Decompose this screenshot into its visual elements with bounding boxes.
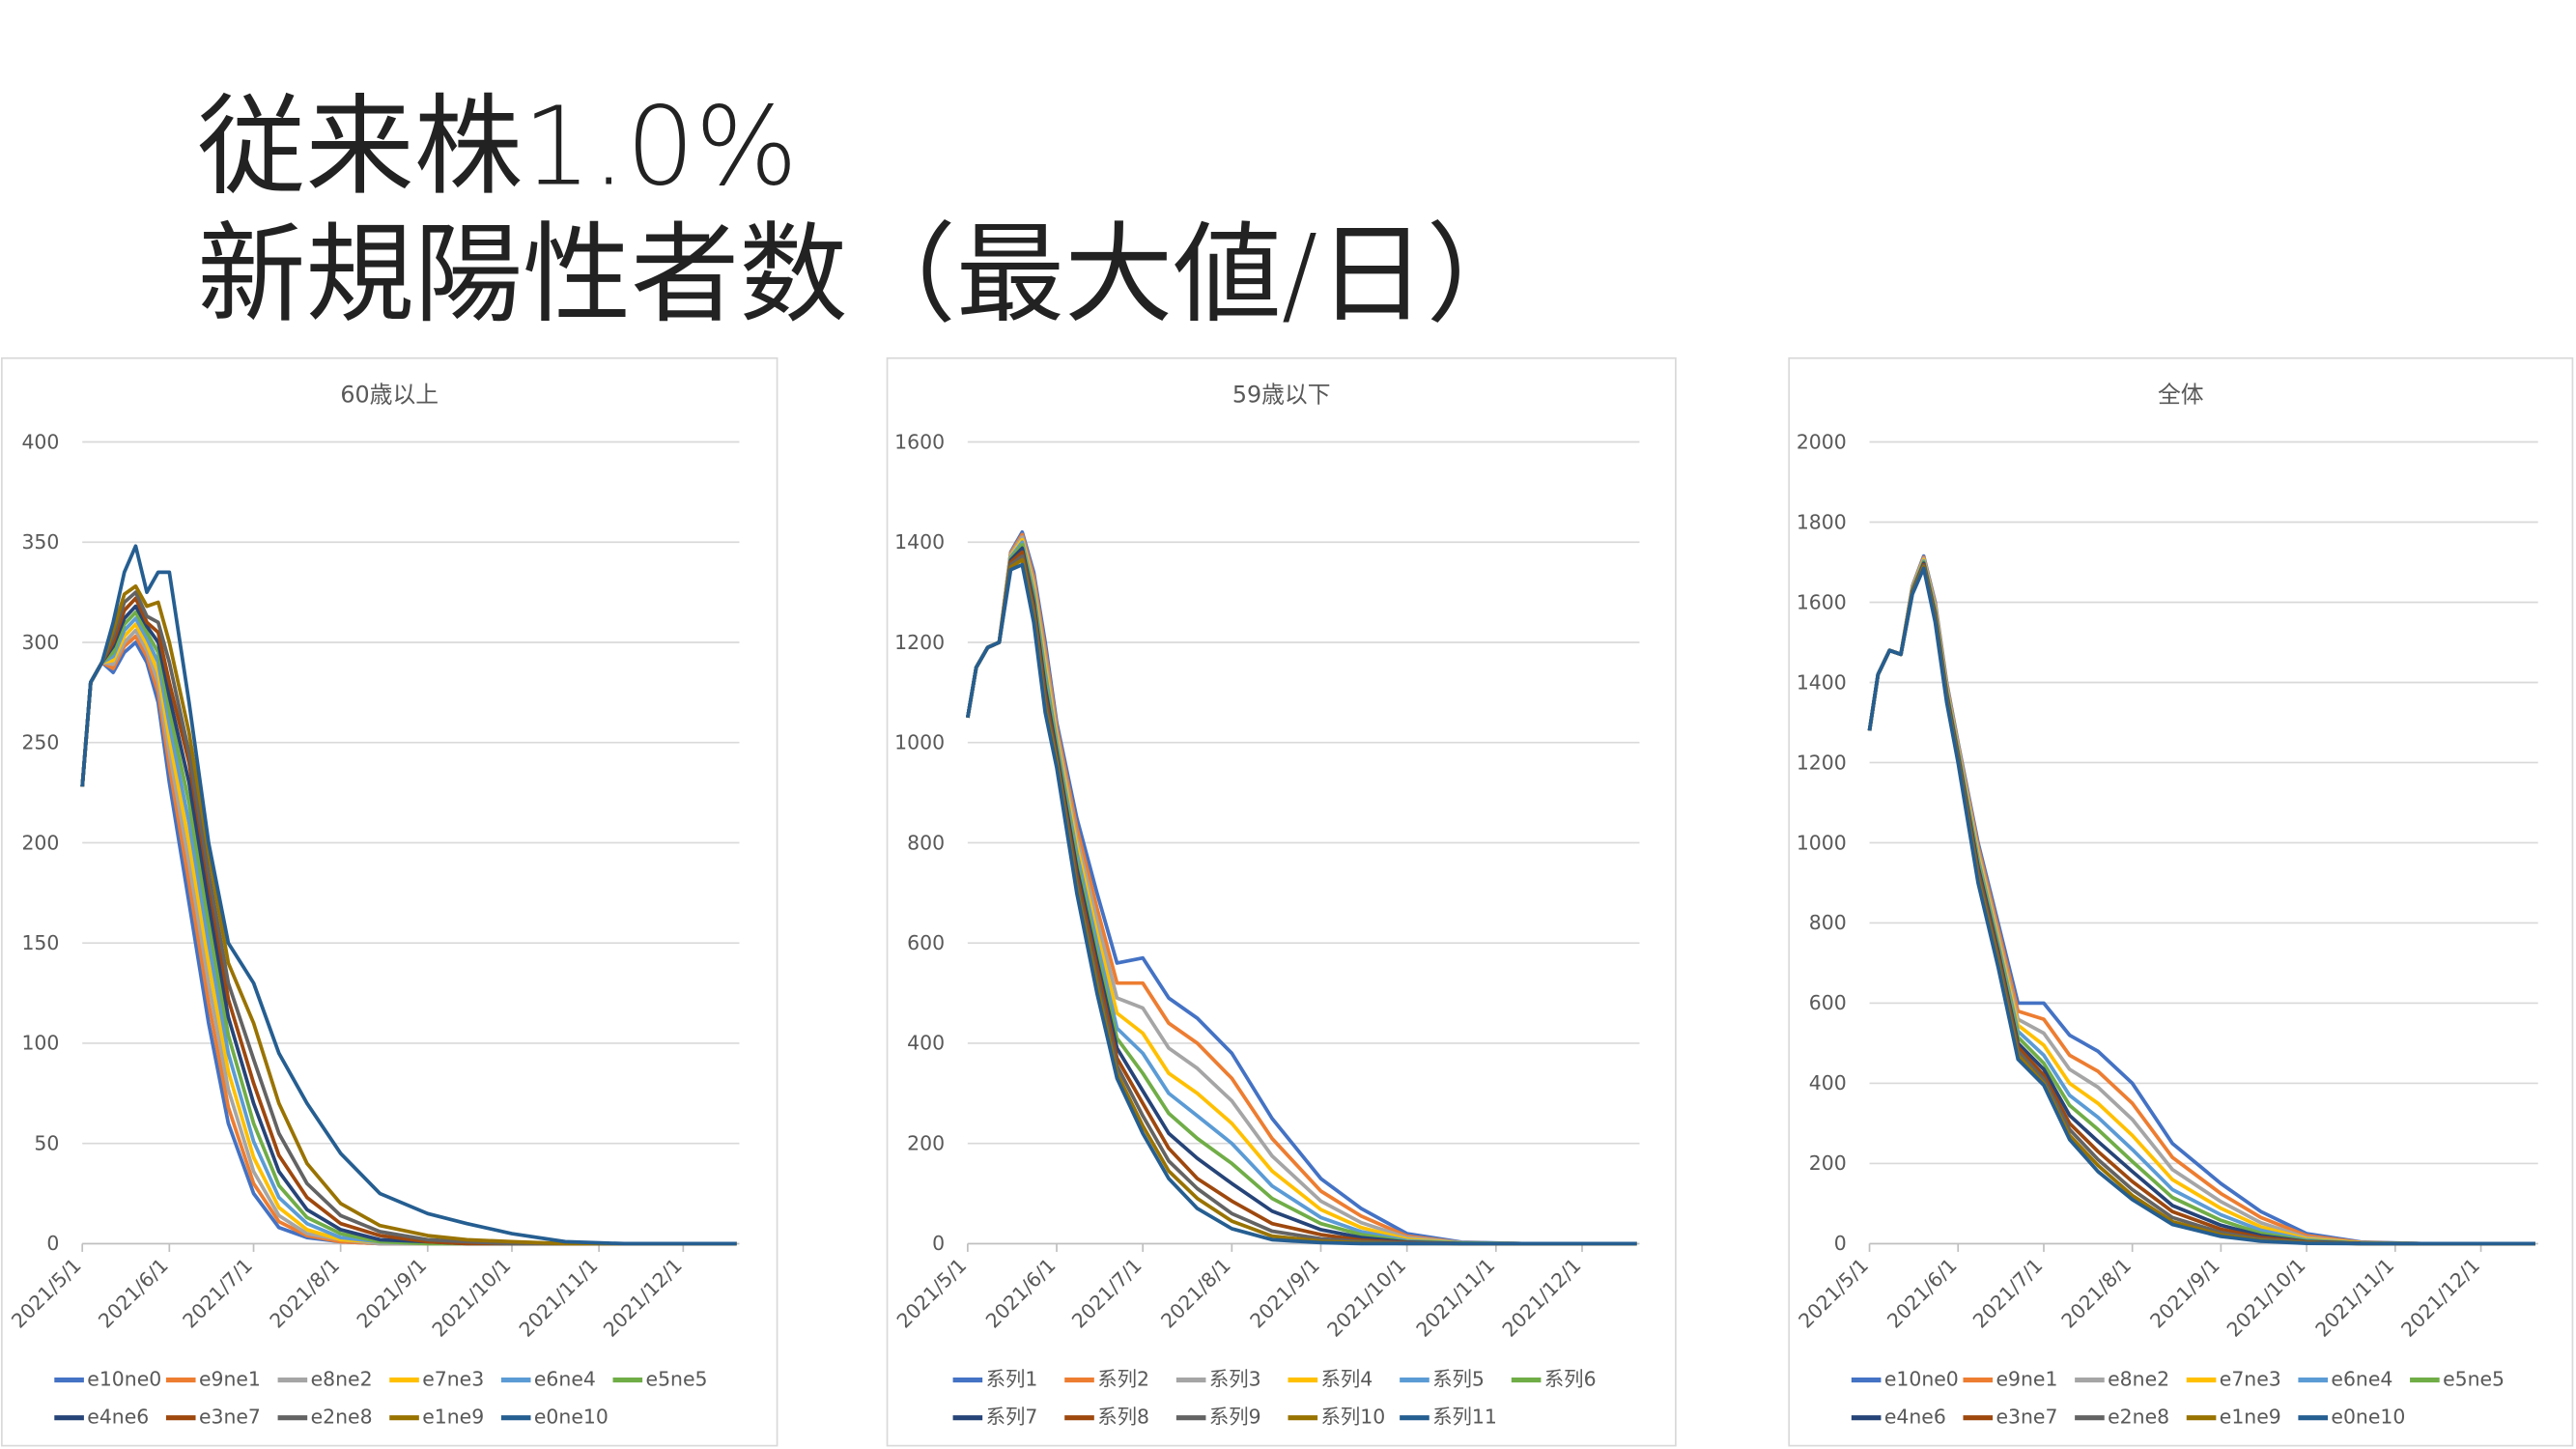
y-tick-label: 600 [1809,991,1847,1014]
y-tick-label: 400 [21,430,59,453]
legend-label: e6ne4 [2331,1368,2392,1391]
y-tick-label: 0 [1834,1232,1847,1255]
legend-label: e9ne1 [199,1368,261,1391]
y-tick-label: 200 [21,831,59,854]
series-line [80,590,737,1246]
y-tick-label: 1400 [1797,670,1847,694]
y-tick-label: 800 [907,831,945,854]
y-tick-label: 1200 [894,631,945,654]
legend-label: 系列1 [986,1368,1038,1391]
legend-label: 系列11 [1432,1406,1497,1429]
legend-label: 系列7 [986,1406,1038,1429]
legend-label: 系列10 [1321,1406,1386,1429]
legend-label: e5ne5 [646,1368,708,1391]
series-line [1867,566,2535,1246]
chart-title: 60歳以上 [340,382,439,409]
legend-label: e8ne2 [311,1368,373,1391]
legend-label: e1ne9 [2220,1406,2281,1429]
legend-label: 系列8 [1097,1406,1149,1429]
chart-panel [1788,356,2574,1447]
y-tick-label: 1000 [1797,831,1847,854]
legend-label: e4ne6 [87,1406,149,1429]
legend-label: e1ne9 [422,1406,484,1429]
legend-label: e0ne10 [2331,1406,2405,1429]
y-tick-label: 2000 [1797,430,1847,453]
legend-label: e10ne0 [87,1368,161,1391]
legend-label: e0ne10 [534,1406,609,1429]
y-tick-label: 1800 [1797,510,1847,533]
series-line [966,562,1637,1246]
y-tick-label: 0 [932,1232,945,1255]
y-tick-label: 600 [907,931,945,954]
legend-label: e9ne1 [1996,1368,2057,1391]
y-tick-label: 1000 [894,731,945,754]
y-tick-label: 1400 [894,530,945,554]
legend-label: e2ne8 [311,1406,373,1429]
y-tick-label: 1200 [1797,751,1847,774]
legend-label: 系列4 [1321,1368,1373,1391]
legend-label: e3ne7 [199,1406,261,1429]
legend-label: e4ne6 [1884,1406,1946,1429]
y-tick-label: 200 [907,1131,945,1154]
slide-title: 従来株1.0% [197,84,798,210]
slide-title: 新規陽性者数（最大値/日） [197,213,1535,338]
y-tick-label: 400 [1809,1071,1847,1094]
y-tick-label: 0 [46,1232,59,1255]
legend-label: e10ne0 [1884,1368,1959,1391]
y-tick-label: 400 [907,1032,945,1055]
legend-label: 系列3 [1209,1368,1261,1391]
legend-label: e8ne2 [2108,1368,2169,1391]
legend-label: 系列9 [1209,1406,1261,1429]
series-line [80,544,737,1246]
chart-panel [1,356,778,1447]
y-tick-label: 150 [21,931,59,954]
legend-label: e6ne4 [534,1368,596,1391]
y-tick-label: 250 [21,731,59,754]
y-tick-label: 50 [34,1131,59,1154]
y-tick-label: 200 [1809,1151,1847,1175]
series-line [80,583,737,1246]
legend-label: e7ne3 [2220,1368,2281,1391]
y-tick-label: 100 [21,1032,59,1055]
y-tick-label: 350 [21,530,59,554]
y-tick-label: 300 [21,631,59,654]
legend-label: 系列5 [1432,1368,1485,1391]
legend-label: e3ne7 [1996,1406,2057,1429]
legend-label: e2ne8 [2108,1406,2169,1429]
chart-title: 59歳以下 [1232,382,1331,409]
chart-title: 全体 [2158,382,2204,409]
legend-label: 系列6 [1544,1368,1597,1391]
legend-label: e7ne3 [422,1368,484,1391]
y-tick-label: 1600 [894,430,945,453]
legend-label: 系列2 [1097,1368,1149,1391]
y-tick-label: 1600 [1797,590,1847,613]
y-tick-label: 800 [1809,911,1847,934]
legend-label: e5ne5 [2443,1368,2505,1391]
